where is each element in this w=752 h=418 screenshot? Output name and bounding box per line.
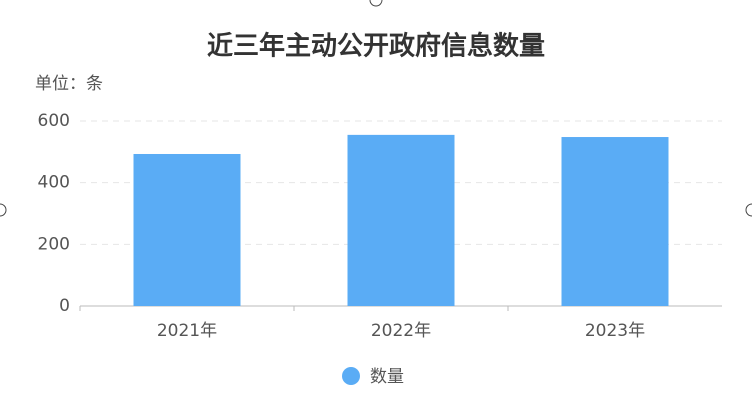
y-tick-label: 0 <box>59 296 70 316</box>
bar <box>133 153 241 306</box>
x-tick-label: 2023年 <box>585 321 645 341</box>
chart-title: 近三年主动公开政府信息数量 <box>207 31 545 62</box>
bar <box>561 137 669 306</box>
bar <box>347 134 455 306</box>
y-tick-label: 600 <box>38 111 70 131</box>
unit-label: 单位：条 <box>35 74 103 94</box>
legend-label: 数量 <box>370 367 404 387</box>
y-tick-label: 400 <box>38 173 70 193</box>
y-tick-label: 200 <box>38 234 70 254</box>
handle <box>745 203 752 217</box>
x-tick-label: 2022年 <box>371 321 431 341</box>
x-tick-label: 2021年 <box>157 321 217 341</box>
handle <box>0 203 7 217</box>
handle <box>369 0 383 7</box>
legend-marker <box>342 367 360 385</box>
